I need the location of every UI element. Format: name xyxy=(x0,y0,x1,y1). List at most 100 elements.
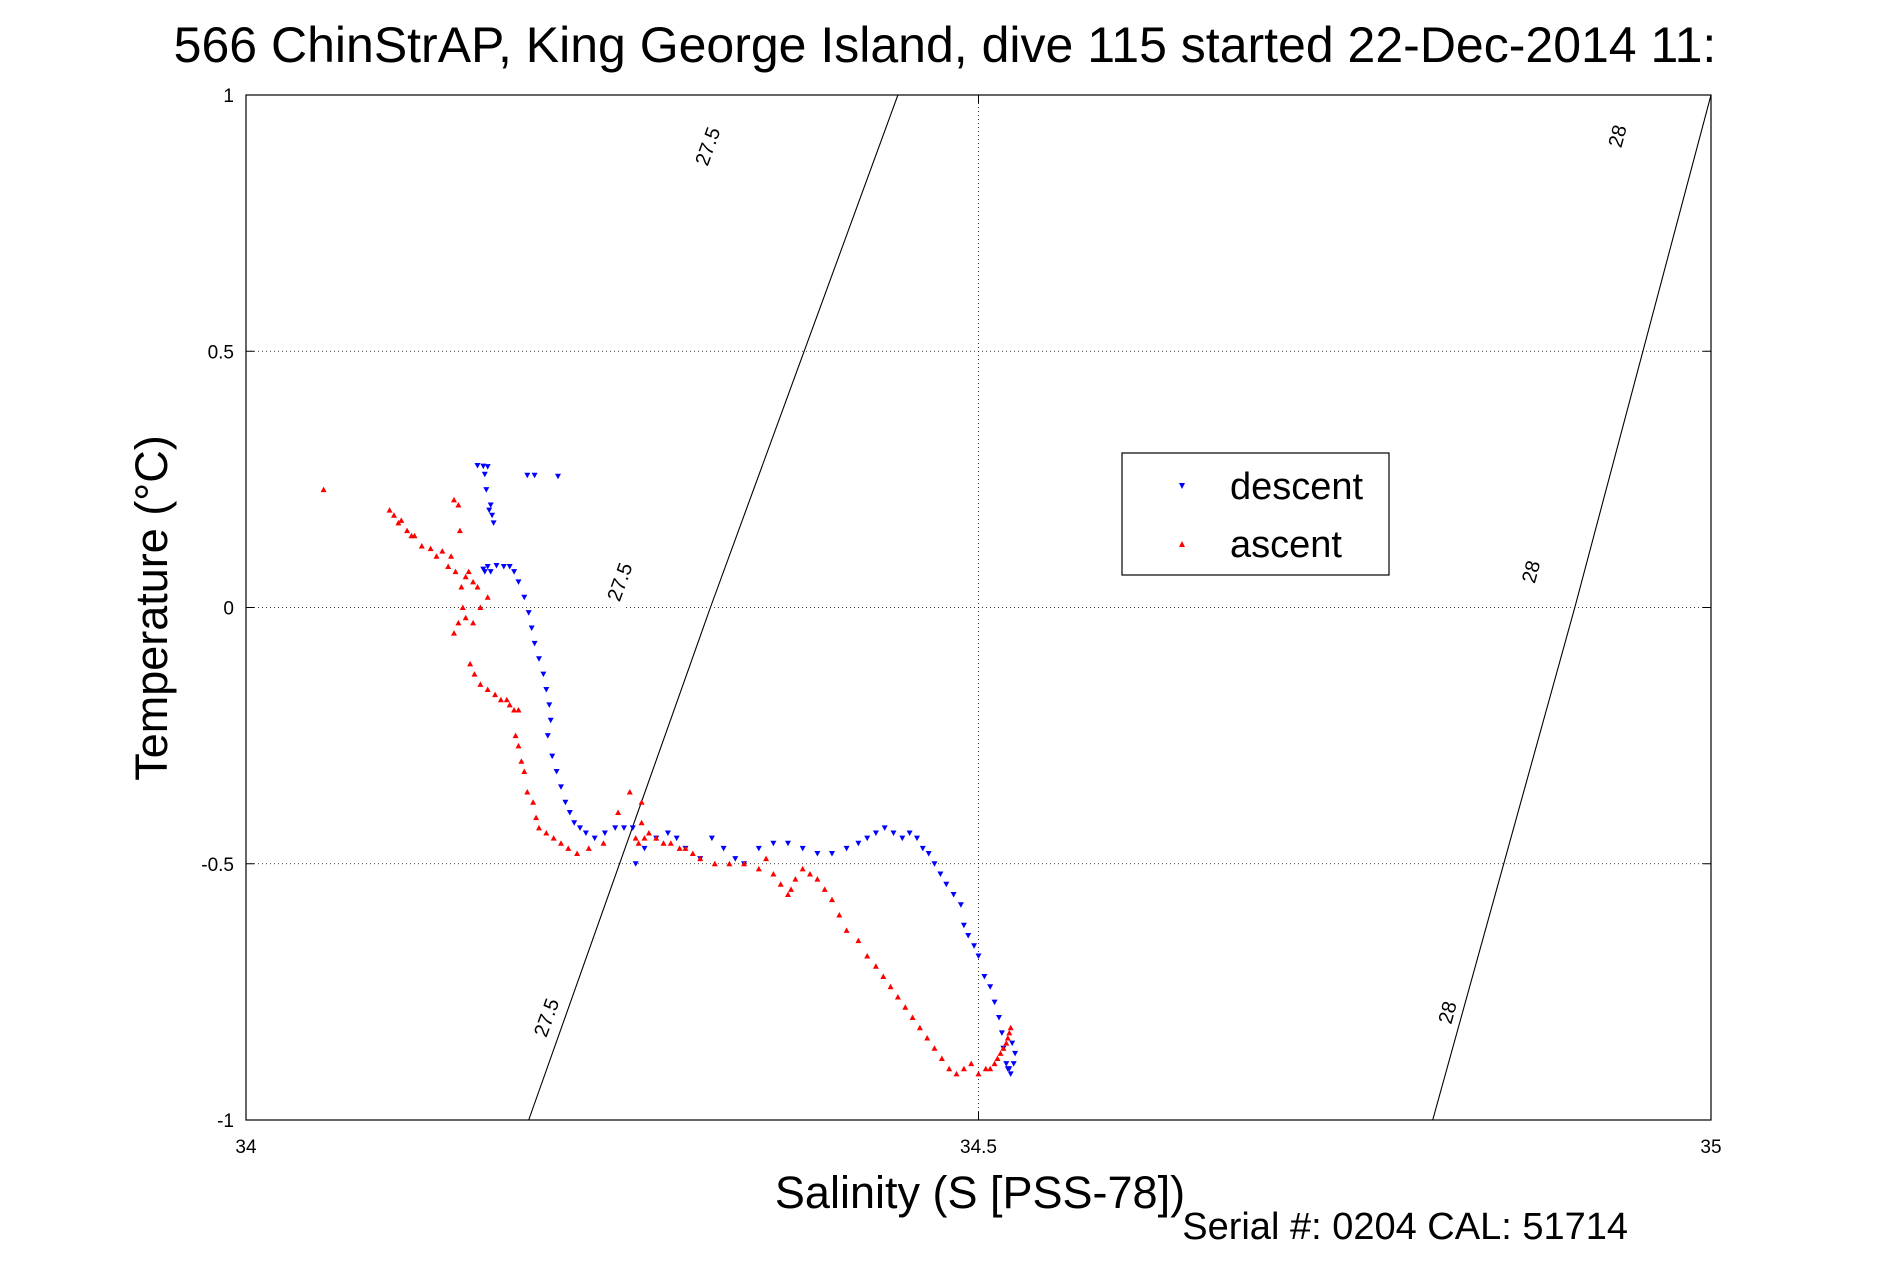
ascent-point xyxy=(445,563,452,569)
ascent-point xyxy=(536,824,542,831)
descent-point xyxy=(544,733,551,739)
descent-point xyxy=(483,487,490,493)
ascent-point xyxy=(470,619,477,626)
descent-point xyxy=(547,717,554,724)
descent-point xyxy=(500,564,507,570)
isopycnal-line xyxy=(1432,94,1712,1121)
ascent-point xyxy=(638,799,645,805)
descent-point xyxy=(490,520,497,526)
y-tick-label: 0 xyxy=(223,599,234,620)
ascent-point xyxy=(641,835,648,841)
ascent-point xyxy=(615,809,622,815)
ascent-point xyxy=(755,865,762,872)
descent-point xyxy=(489,512,496,519)
descent-point xyxy=(708,835,715,842)
ascent-point xyxy=(418,543,425,549)
ascent-point xyxy=(975,1070,982,1077)
ascent-point xyxy=(558,840,564,846)
descent-point xyxy=(562,799,569,806)
ascent-point xyxy=(518,758,525,764)
ascent-point xyxy=(533,814,540,821)
descent-point xyxy=(991,999,998,1006)
legend-label-ascent: ascent xyxy=(1230,524,1342,566)
ascent-point xyxy=(909,1014,916,1020)
descent-point xyxy=(785,840,791,847)
ascent-point xyxy=(515,707,522,713)
descent-point xyxy=(937,871,944,877)
x-tick-label: 34 xyxy=(235,1137,257,1158)
descent-point xyxy=(957,902,964,908)
descent-point xyxy=(664,830,671,836)
ascent-point xyxy=(689,850,696,856)
descent-point xyxy=(566,810,573,816)
descent-point xyxy=(549,753,556,760)
descent-point xyxy=(906,830,913,836)
ascent-point xyxy=(872,963,879,969)
x-tick-label: 35 xyxy=(1700,1137,1721,1158)
ascent-point xyxy=(550,835,557,841)
y-tick-label: -1 xyxy=(217,1111,234,1132)
isopycnal-label-gap xyxy=(599,553,640,611)
ascent-point xyxy=(788,886,794,892)
ascent-point xyxy=(497,696,504,703)
ascent-point xyxy=(458,584,465,590)
descent-point xyxy=(965,933,972,939)
grid-lines xyxy=(246,95,1711,1120)
ascent-point xyxy=(987,1065,994,1072)
ascent-point xyxy=(1006,1029,1013,1036)
ascent-point xyxy=(451,496,457,503)
ascent-point xyxy=(991,1060,998,1067)
data-series xyxy=(320,463,1019,1077)
ascent-point xyxy=(515,742,522,749)
descent-point xyxy=(493,563,500,569)
ascent-point xyxy=(894,994,901,1000)
descent-point xyxy=(899,835,906,842)
descent-point xyxy=(755,845,762,852)
descent-point xyxy=(531,640,538,647)
y-axis-label: Temperature (°C) xyxy=(126,435,177,781)
descent-point xyxy=(919,845,926,852)
ascent-point xyxy=(864,953,871,959)
descent-point xyxy=(612,825,619,831)
ascent-point xyxy=(635,840,642,846)
descent-point xyxy=(872,830,879,836)
descent-point xyxy=(531,472,538,479)
ascent-point xyxy=(953,1070,960,1077)
ascent-point xyxy=(452,568,459,575)
ascent-point xyxy=(1007,1024,1014,1031)
legend-marker-ascent xyxy=(1179,541,1185,547)
ascent-point xyxy=(887,983,894,990)
ascent-point xyxy=(916,1024,923,1031)
ascent-point xyxy=(799,865,806,872)
ascent-point xyxy=(676,845,683,851)
descent-point xyxy=(487,502,494,508)
descent-point xyxy=(732,856,739,862)
ascent-point xyxy=(465,568,472,575)
descent-point xyxy=(480,566,487,573)
descent-point xyxy=(843,845,850,852)
ascent-point xyxy=(459,604,466,610)
descent-point xyxy=(536,656,542,662)
ascent-point xyxy=(506,701,513,708)
x-axis-label: Salinity (S [PSS-78]) xyxy=(775,1167,1185,1218)
ascent-point xyxy=(1003,1040,1010,1046)
ascent-point xyxy=(471,671,478,677)
ascent-point xyxy=(924,1035,931,1041)
ascent-point xyxy=(931,1045,938,1051)
ascent-point xyxy=(433,553,440,559)
ascent-point xyxy=(667,840,674,846)
descent-point xyxy=(515,579,522,585)
descent-point xyxy=(558,784,564,790)
ascent-point xyxy=(653,835,660,841)
isopycnal-label-gap xyxy=(1428,984,1466,1041)
descent-point xyxy=(555,473,561,480)
ascent-point xyxy=(1000,1045,1007,1051)
descent-point xyxy=(1009,1040,1016,1047)
legend: descent ascent xyxy=(1121,452,1390,576)
series-descent xyxy=(474,463,1019,1077)
ascent-point xyxy=(855,937,862,944)
descent-point xyxy=(975,953,982,959)
isopycnal-label-gap xyxy=(526,988,567,1047)
descent-point xyxy=(511,569,518,575)
